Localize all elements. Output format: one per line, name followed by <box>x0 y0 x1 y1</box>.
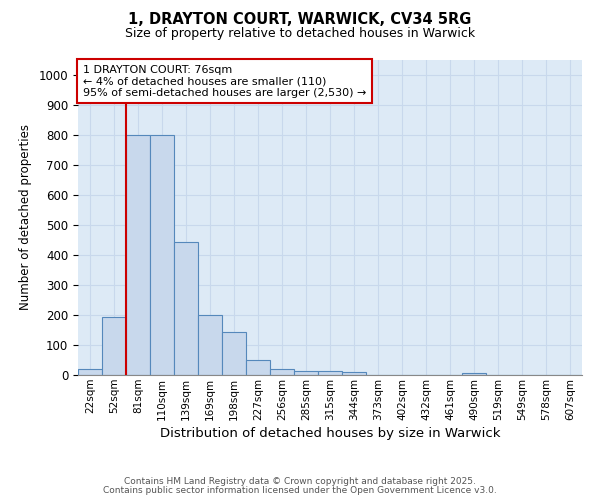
Bar <box>78 369 102 375</box>
Bar <box>150 135 174 375</box>
Bar <box>462 372 486 375</box>
Bar <box>174 242 198 375</box>
Text: Size of property relative to detached houses in Warwick: Size of property relative to detached ho… <box>125 28 475 40</box>
Bar <box>102 316 126 375</box>
X-axis label: Distribution of detached houses by size in Warwick: Distribution of detached houses by size … <box>160 427 500 440</box>
Y-axis label: Number of detached properties: Number of detached properties <box>19 124 32 310</box>
Bar <box>270 369 294 375</box>
Bar <box>318 370 342 375</box>
Text: Contains HM Land Registry data © Crown copyright and database right 2025.: Contains HM Land Registry data © Crown c… <box>124 477 476 486</box>
Text: 1, DRAYTON COURT, WARWICK, CV34 5RG: 1, DRAYTON COURT, WARWICK, CV34 5RG <box>128 12 472 28</box>
Bar <box>294 370 318 375</box>
Bar <box>342 372 366 375</box>
Text: Contains public sector information licensed under the Open Government Licence v3: Contains public sector information licen… <box>103 486 497 495</box>
Text: 1 DRAYTON COURT: 76sqm
← 4% of detached houses are smaller (110)
95% of semi-det: 1 DRAYTON COURT: 76sqm ← 4% of detached … <box>83 64 367 98</box>
Bar <box>222 332 246 375</box>
Bar <box>198 315 222 375</box>
Bar <box>246 360 270 375</box>
Bar <box>126 135 150 375</box>
